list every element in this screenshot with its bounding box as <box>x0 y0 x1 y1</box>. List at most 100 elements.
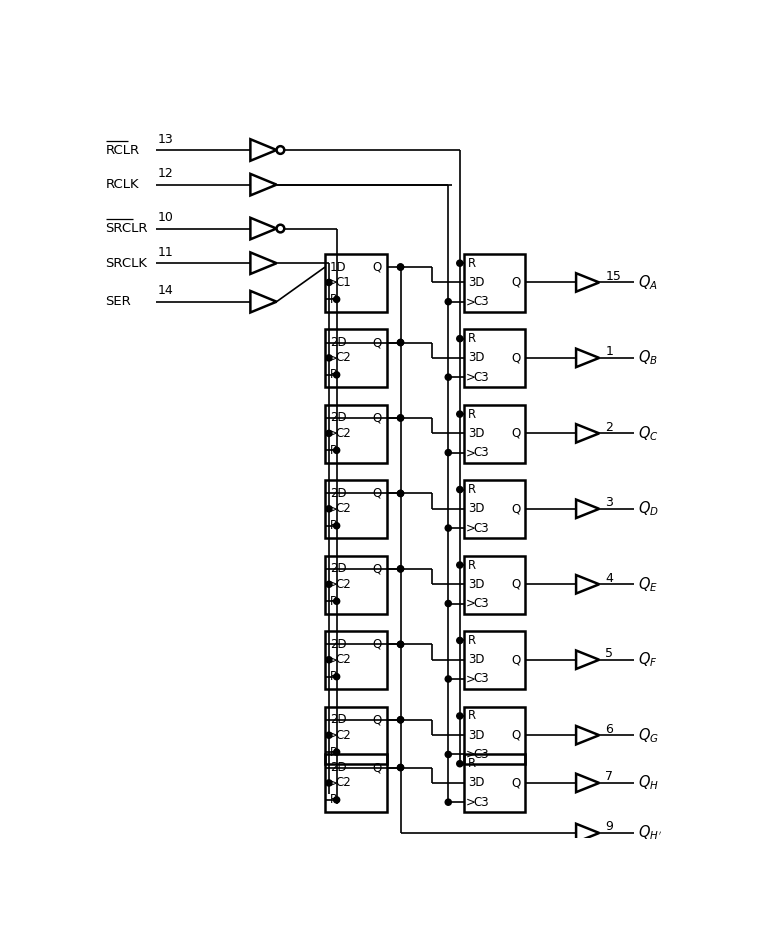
Text: 2D: 2D <box>329 487 346 500</box>
Text: C3: C3 <box>474 447 489 459</box>
Circle shape <box>398 414 404 421</box>
Text: R: R <box>329 594 338 608</box>
Text: C2: C2 <box>335 776 351 789</box>
Text: R: R <box>329 444 338 457</box>
Text: 3D: 3D <box>468 729 485 741</box>
Text: 13: 13 <box>157 133 174 146</box>
Text: C3: C3 <box>474 295 489 308</box>
Circle shape <box>326 280 332 285</box>
Text: 5: 5 <box>605 647 614 660</box>
Text: >: > <box>327 653 337 666</box>
Text: >: > <box>327 729 337 741</box>
Text: 2D: 2D <box>329 412 346 425</box>
Text: C3: C3 <box>474 597 489 610</box>
Text: SER: SER <box>106 295 131 308</box>
Text: 2: 2 <box>605 421 613 433</box>
Text: 10: 10 <box>157 211 174 224</box>
Text: Q: Q <box>511 351 521 365</box>
Text: $Q_{F}$: $Q_{F}$ <box>637 650 657 669</box>
Text: 14: 14 <box>157 284 174 298</box>
Bar <box>464 631 525 689</box>
Bar <box>464 330 525 387</box>
Circle shape <box>333 523 339 528</box>
Text: Q: Q <box>511 776 521 789</box>
Bar <box>325 706 386 765</box>
Text: >: > <box>466 370 476 383</box>
Circle shape <box>326 780 332 786</box>
Text: >: > <box>327 427 337 440</box>
Text: Q: Q <box>511 577 521 591</box>
Text: 3D: 3D <box>468 351 485 365</box>
Text: $Q_{C}$: $Q_{C}$ <box>637 424 658 443</box>
Text: C2: C2 <box>335 351 351 365</box>
Circle shape <box>445 449 452 456</box>
Circle shape <box>398 765 404 771</box>
Circle shape <box>398 566 404 572</box>
Text: SRCLR: SRCLR <box>106 222 148 236</box>
Bar <box>325 330 386 387</box>
Text: 3D: 3D <box>468 776 485 789</box>
Text: >: > <box>466 597 476 610</box>
Text: 15: 15 <box>605 269 621 283</box>
Bar <box>325 556 386 613</box>
Circle shape <box>398 566 404 572</box>
Text: Q: Q <box>372 638 382 651</box>
Text: R: R <box>329 793 338 806</box>
Text: Q: Q <box>511 502 521 515</box>
Text: C3: C3 <box>474 370 489 383</box>
Circle shape <box>457 486 463 493</box>
Text: Q: Q <box>372 562 382 576</box>
Text: R: R <box>329 519 338 532</box>
Text: C2: C2 <box>335 653 351 666</box>
Bar <box>464 480 525 538</box>
Text: R: R <box>468 256 476 269</box>
Circle shape <box>333 372 339 378</box>
Text: 7: 7 <box>605 771 614 784</box>
Bar <box>325 405 386 463</box>
Text: $Q_{E}$: $Q_{E}$ <box>637 575 657 593</box>
Text: Q: Q <box>372 761 382 774</box>
Text: C3: C3 <box>474 748 489 761</box>
Circle shape <box>445 600 452 607</box>
Circle shape <box>457 760 463 767</box>
Text: 2D: 2D <box>329 713 346 726</box>
Bar <box>325 755 386 812</box>
Text: 3D: 3D <box>468 427 485 440</box>
Circle shape <box>398 765 404 771</box>
Text: 9: 9 <box>605 820 613 834</box>
Text: 1: 1 <box>605 345 613 358</box>
Circle shape <box>398 491 404 496</box>
Text: 6: 6 <box>605 723 613 736</box>
Circle shape <box>333 297 339 302</box>
Bar <box>464 405 525 463</box>
Circle shape <box>326 657 332 663</box>
Text: 2D: 2D <box>329 562 346 576</box>
Text: >: > <box>466 673 476 686</box>
Text: >: > <box>327 351 337 365</box>
Text: C2: C2 <box>335 502 351 515</box>
Circle shape <box>445 299 452 305</box>
Text: R: R <box>329 746 338 758</box>
Text: C2: C2 <box>335 729 351 741</box>
Text: 3: 3 <box>605 496 613 510</box>
Text: R: R <box>329 293 338 306</box>
Circle shape <box>398 414 404 421</box>
Text: C3: C3 <box>474 673 489 686</box>
Bar <box>464 556 525 613</box>
Text: R: R <box>468 559 476 572</box>
Text: >: > <box>327 577 337 591</box>
Circle shape <box>326 732 332 739</box>
Circle shape <box>398 717 404 723</box>
Text: Q: Q <box>372 261 382 273</box>
Text: 3D: 3D <box>468 276 485 289</box>
Circle shape <box>457 638 463 643</box>
Bar <box>464 755 525 812</box>
Bar <box>325 631 386 689</box>
Text: 1D: 1D <box>329 261 346 273</box>
Text: >: > <box>327 776 337 789</box>
Circle shape <box>398 339 404 346</box>
Circle shape <box>445 752 452 757</box>
Bar <box>464 706 525 765</box>
Text: >: > <box>466 295 476 308</box>
Bar <box>325 480 386 538</box>
